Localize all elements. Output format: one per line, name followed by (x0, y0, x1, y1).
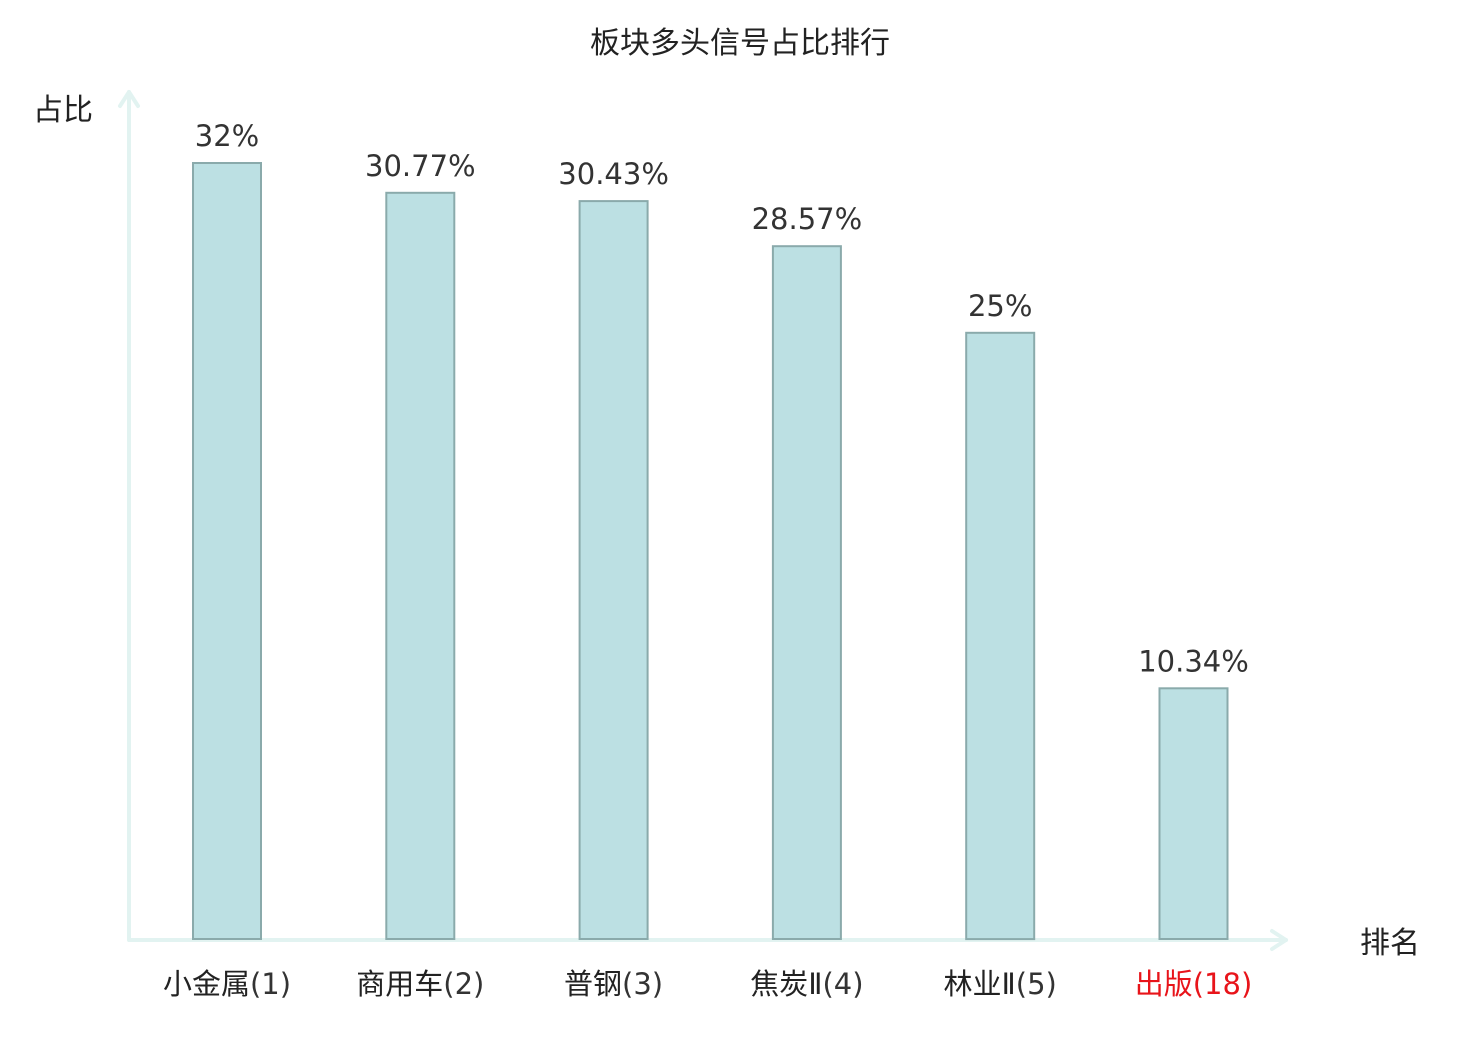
chart-title: 板块多头信号占比排行 (590, 26, 890, 61)
category-name: 焦炭Ⅱ (750, 967, 822, 1001)
category-label: 林业Ⅱ(5) (944, 967, 1057, 1001)
category-rank: (5) (1016, 967, 1057, 1001)
category-rank: (18) (1193, 967, 1253, 1001)
x-axis-label: 排名 (1360, 926, 1420, 961)
category-label: 商用车(2) (356, 967, 484, 1001)
category-label: 出版(18) (1135, 967, 1253, 1001)
axes (118, 90, 1288, 951)
bar (192, 162, 262, 940)
x-axis-arrow-icon (1270, 929, 1288, 951)
category-rank: (2) (443, 967, 484, 1001)
bar-value-label: 25% (968, 289, 1032, 323)
y-axis-label: 占比 (33, 93, 93, 128)
bar (385, 191, 456, 941)
bar-value-label: 30.77% (365, 149, 476, 183)
bar (578, 200, 649, 941)
category-name: 小金属 (163, 967, 250, 1001)
bar (771, 245, 842, 940)
bar-value-label: 10.34% (1138, 644, 1249, 678)
category-label: 焦炭Ⅱ(4) (750, 967, 863, 1001)
category-name: 普钢 (564, 967, 622, 1001)
category-rank: (1) (250, 967, 291, 1001)
bars-group (192, 162, 1229, 941)
bar (1158, 687, 1229, 940)
value-labels-group: 32% 30.77% 30.43% 28.57% 25% 10.34% (195, 119, 1249, 678)
category-name: 出版 (1135, 967, 1193, 1001)
category-rank: (3) (622, 967, 663, 1001)
bar-value-label: 30.43% (558, 157, 669, 191)
bar-value-label: 32% (195, 119, 259, 153)
category-rank: (4) (822, 967, 863, 1001)
category-labels-group: 小金属(1) 商用车(2) 普钢(3) 焦炭Ⅱ(4) 林业Ⅱ(5) 出版(18) (163, 967, 1252, 1001)
bar (965, 331, 1036, 941)
category-name: 商用车 (356, 967, 443, 1001)
category-label: 普钢(3) (564, 967, 663, 1001)
y-axis-arrow-icon (118, 90, 140, 108)
category-name: 林业Ⅱ (944, 967, 1016, 1001)
category-label: 小金属(1) (163, 967, 291, 1001)
bar-value-label: 28.57% (752, 202, 863, 236)
